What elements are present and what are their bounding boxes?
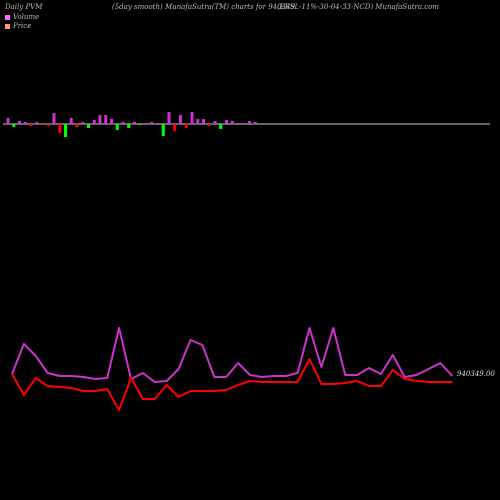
price-end-label: 940349.00 [457, 370, 495, 378]
volume-bar [75, 124, 79, 127]
volume-bar [35, 122, 39, 124]
legend-price: Price [5, 22, 31, 30]
volume-bar [161, 124, 165, 136]
volume-bar [213, 121, 217, 124]
volume-bar [133, 122, 136, 124]
volume-bar [150, 122, 154, 124]
price-line [11, 358, 453, 411]
volume-bar [173, 124, 177, 131]
volume-bar [207, 124, 211, 126]
volume-bar [104, 115, 108, 124]
legend-volume-swatch [5, 14, 10, 20]
volume-bar [179, 115, 182, 124]
volume-bar [190, 112, 194, 124]
volume-bar [46, 124, 50, 126]
volume-bar [202, 119, 205, 124]
chart-type-label: Daily PVM [5, 3, 43, 11]
volume-bar [110, 119, 113, 124]
volume-line [11, 327, 454, 383]
volume-bar [184, 124, 188, 128]
volume-bar [64, 124, 67, 137]
volume-bar [219, 124, 223, 129]
legend-volume: Volume [5, 13, 39, 21]
volume-bar [138, 124, 142, 125]
volume-bar [167, 112, 171, 124]
volume-bar [41, 124, 44, 125]
volume-bar [12, 124, 16, 127]
volume-bar [121, 122, 125, 124]
chart-source: (EFSL-11%-30-04-33-NCD) MunafaSutra.com [277, 3, 440, 11]
volume-bar [23, 122, 27, 124]
volume-bar [253, 122, 257, 124]
legend-price-swatch [5, 23, 10, 29]
volume-bar [236, 123, 240, 124]
volume-bar [58, 124, 62, 133]
volume-bar [92, 120, 96, 124]
volume-bar [98, 115, 102, 124]
volume-bar [248, 121, 251, 124]
volume-bar [87, 124, 90, 128]
volume-bar [196, 119, 200, 124]
volume-bar [69, 118, 73, 124]
legend-volume-label: Volume [13, 13, 40, 21]
legend-price-label: Price [13, 22, 32, 30]
volume-bar [29, 124, 33, 126]
volume-bar [230, 121, 234, 124]
volume-bar [242, 123, 246, 124]
volume-bar [52, 113, 56, 124]
volume-bar [156, 123, 159, 124]
volume-bar [225, 120, 228, 124]
volume-bar [127, 124, 131, 128]
volume-bar [115, 124, 119, 130]
chart-title: (5day smooth) MunafaSutra(TM) charts for… [112, 3, 295, 11]
volume-bar [18, 121, 21, 124]
volume-bar [81, 122, 85, 124]
volume-bar [6, 118, 10, 124]
volume-bar [144, 123, 148, 124]
